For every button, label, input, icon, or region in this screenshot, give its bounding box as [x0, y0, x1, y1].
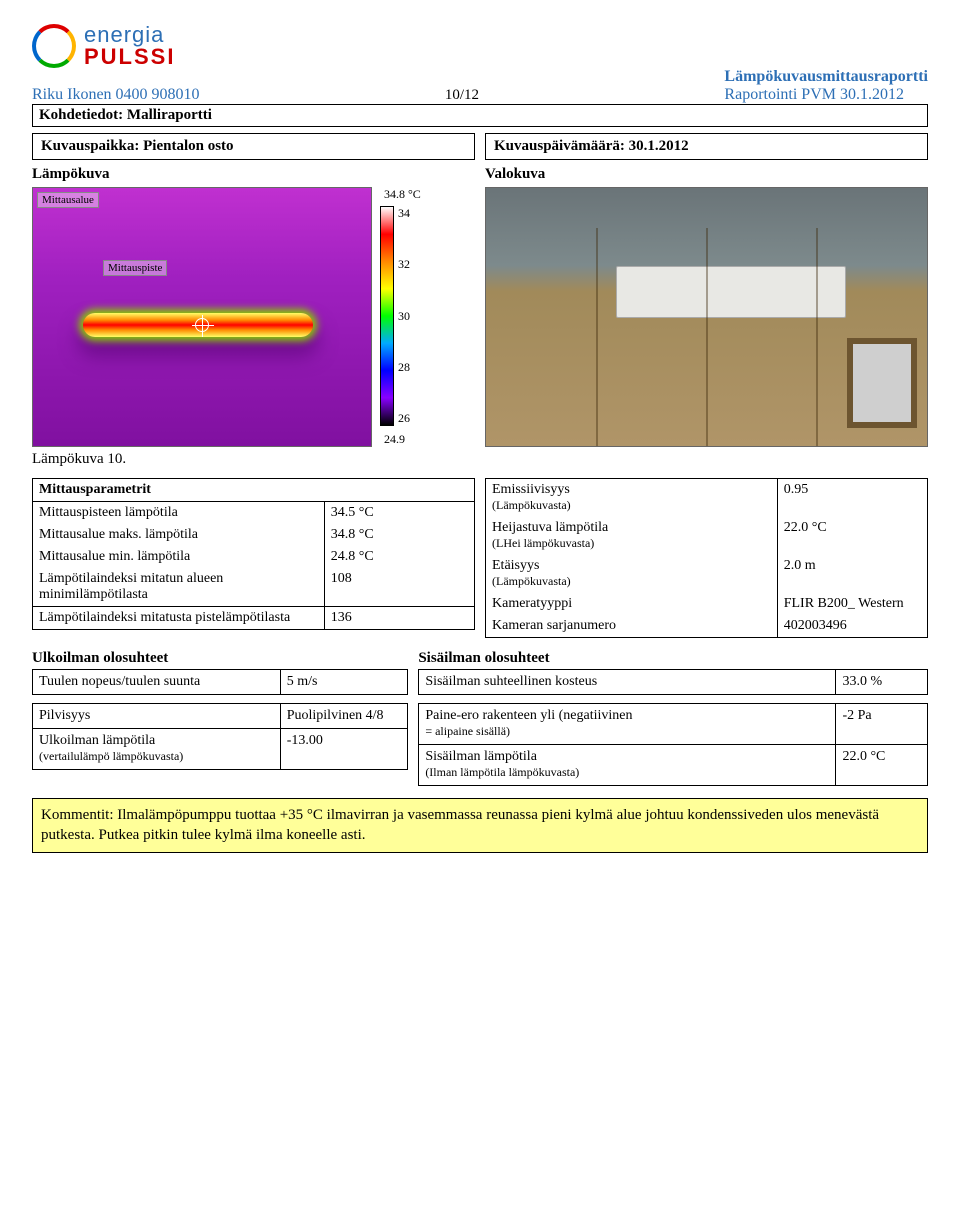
scale-bar	[380, 206, 394, 426]
photo-wood-line	[816, 228, 818, 446]
page-number: 10/12	[422, 87, 502, 104]
scale-ticks: 34 32 30 28 26	[398, 206, 410, 426]
photo-ac-unit	[616, 266, 846, 318]
photo-wood-line	[596, 228, 598, 446]
scale-min: 24.9	[384, 432, 405, 447]
cond-val: 33.0 %	[836, 670, 928, 695]
cond-val: 5 m/s	[280, 670, 408, 695]
param-val: FLIR B200_ Western	[777, 593, 927, 615]
location-date-row: Kuvauspaikka: Pientalon osto Kuvauspäivä…	[32, 133, 928, 160]
target-info-label: Kohdetiedot: Malliraportti	[39, 107, 212, 123]
cond-key: Pilvisyys	[33, 704, 281, 729]
param-key: Heijastuva lämpötila(LHei lämpökuvasta)	[486, 517, 778, 555]
logo-text-line2: PULSSI	[84, 46, 175, 68]
scale-tick: 26	[398, 411, 410, 426]
cond-right-table: Paine-ero rakenteen yli (negatiivinen= a…	[418, 703, 928, 786]
cond-left: Tuulen nopeus/tuulen suunta5 m/s Pilvisy…	[32, 669, 408, 786]
params-left-header: Mittausparametrit	[33, 479, 475, 502]
logo-icon	[32, 24, 76, 68]
param-key: Mittauspisteen lämpötila	[33, 502, 325, 525]
report-date: Raportointi PVM 30.1.2012	[724, 86, 928, 104]
param-val: 22.0 °C	[777, 517, 927, 555]
param-val: 2.0 m	[777, 555, 927, 593]
photo-column: Valokuva	[485, 166, 928, 468]
param-val: 34.8 °C	[324, 524, 474, 546]
params-left: Mittausparametrit Mittauspisteen lämpöti…	[32, 478, 475, 638]
cond-val: 22.0 °C	[836, 745, 928, 786]
target-info-box: Kohdetiedot: Malliraportti	[32, 104, 928, 127]
thermal-image: Mittausalue Mittauspiste	[32, 187, 372, 447]
page-header: energia PULSSI	[32, 24, 928, 68]
params-left-table: Mittausparametrit Mittauspisteen lämpöti…	[32, 478, 475, 630]
scale-tick: 30	[398, 309, 410, 324]
cond-key: Sisäilman suhteellinen kosteus	[419, 670, 836, 695]
params-right-table: Emissiivisyys(Lämpökuvasta)0.95 Heijastu…	[485, 478, 928, 638]
scale-max: 34.8 °C	[384, 187, 421, 202]
param-val: 136	[324, 607, 474, 630]
thermal-column: Lämpökuva Mittausalue Mittauspiste 34.8 …	[32, 166, 475, 468]
cond-left-header: Ulkoilman olosuhteet	[32, 648, 408, 669]
param-val: 402003496	[777, 615, 927, 638]
scale-tick: 32	[398, 257, 410, 272]
cond-key: Tuulen nopeus/tuulen suunta	[33, 670, 281, 695]
cond-left-table: PilvisyysPuolipilvinen 4/8 Ulkoilman läm…	[32, 703, 408, 770]
cond-key: Paine-ero rakenteen yli (negatiivinen= a…	[419, 704, 836, 745]
comment-label: Kommentit:	[41, 807, 114, 823]
thermal-caption: Lämpökuva 10.	[32, 451, 475, 468]
thermal-area-label: Mittausalue	[37, 192, 99, 208]
comment-box: Kommentit: Ilmalämpöpumppu tuottaa +35 °…	[32, 798, 928, 853]
cond-val: Puolipilvinen 4/8	[280, 704, 408, 729]
scale-tick: 34	[398, 206, 410, 221]
comment-text: Ilmalämpöpumppu tuottaa +35 °C ilmavirra…	[41, 807, 879, 843]
thermal-title: Lämpökuva	[32, 166, 475, 183]
author-line: Riku Ikonen 0400 908010	[32, 86, 200, 104]
logo-text-line1: energia	[84, 24, 175, 46]
thermal-crosshair-icon	[195, 318, 209, 332]
photo-picture-frame	[847, 338, 917, 428]
param-key: Etäisyys(Lämpökuvasta)	[486, 555, 778, 593]
scale-tick: 28	[398, 360, 410, 375]
param-val: 0.95	[777, 479, 927, 518]
cond-right-table: Sisäilman suhteellinen kosteus33.0 %	[418, 669, 928, 695]
report-title: Lämpökuvausmittausraportti	[724, 68, 928, 86]
cond-left-table: Tuulen nopeus/tuulen suunta5 m/s	[32, 669, 408, 695]
param-key: Mittausalue min. lämpötila	[33, 546, 325, 568]
color-scale: 34.8 °C 34 32 30 28 26 24.9	[380, 187, 428, 447]
shoot-date-box: Kuvauspäivämäärä: 30.1.2012	[485, 133, 928, 160]
images-row: Lämpökuva Mittausalue Mittauspiste 34.8 …	[32, 166, 928, 468]
cond-val: -2 Pa	[836, 704, 928, 745]
cond-key: Sisäilman lämpötila(Ilman lämpötila lämp…	[419, 745, 836, 786]
location-box: Kuvauspaikka: Pientalon osto	[32, 133, 475, 160]
thermal-point-label: Mittauspiste	[103, 260, 167, 276]
parameters-block: Mittausparametrit Mittauspisteen lämpöti…	[32, 478, 928, 638]
conditions-headers: Ulkoilman olosuhteet Sisäilman olosuhtee…	[32, 648, 928, 669]
photo-title: Valokuva	[485, 166, 928, 183]
param-val: 34.5 °C	[324, 502, 474, 525]
logo: energia PULSSI	[32, 24, 175, 68]
param-key: Lämpötilaindeksi mitatun alueen minimilä…	[33, 568, 325, 607]
param-key: Emissiivisyys(Lämpökuvasta)	[486, 479, 778, 518]
photo-wood-line	[706, 228, 708, 446]
param-val: 108	[324, 568, 474, 607]
photo-image	[485, 187, 928, 447]
params-right: Emissiivisyys(Lämpökuvasta)0.95 Heijastu…	[485, 478, 928, 638]
cond-right: Sisäilman suhteellinen kosteus33.0 % Pai…	[418, 669, 928, 786]
cond-val: -13.00	[280, 729, 408, 770]
top-row: Riku Ikonen 0400 908010 10/12 Lämpökuvau…	[32, 68, 928, 104]
param-val: 24.8 °C	[324, 546, 474, 568]
param-key: Mittausalue maks. lämpötila	[33, 524, 325, 546]
cond-right-header: Sisäilman olosuhteet	[418, 648, 928, 669]
report-title-block: Lämpökuvausmittausraportti Raportointi P…	[724, 68, 928, 104]
cond-key: Ulkoilman lämpötila(vertailulämpö lämpök…	[33, 729, 281, 770]
param-key: Lämpötilaindeksi mitatusta pistelämpötil…	[33, 607, 325, 630]
conditions-block: Tuulen nopeus/tuulen suunta5 m/s Pilvisy…	[32, 669, 928, 786]
param-key: Kameratyyppi	[486, 593, 778, 615]
param-key: Kameran sarjanumero	[486, 615, 778, 638]
